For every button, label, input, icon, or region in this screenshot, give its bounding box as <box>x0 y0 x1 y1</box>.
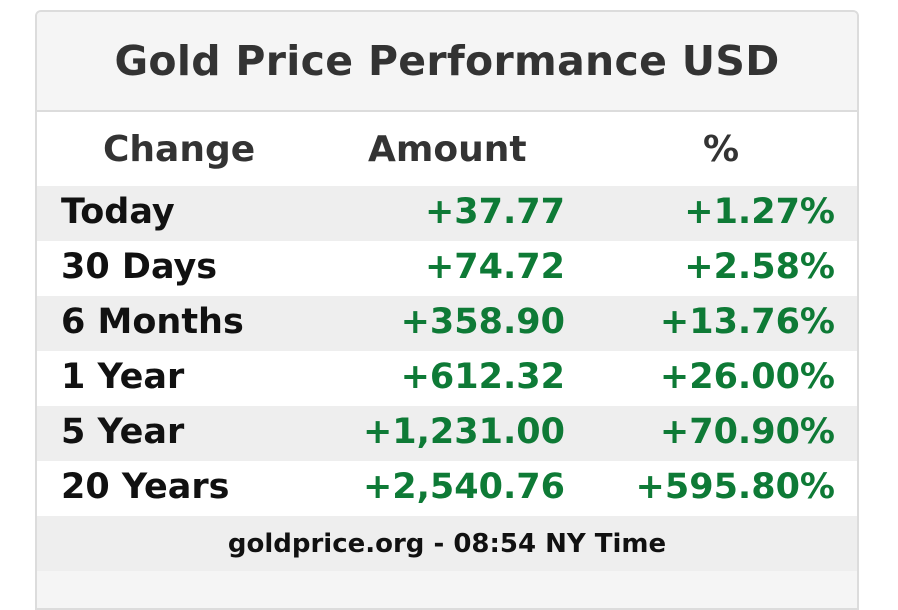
amount-value: +74.72 <box>424 247 565 287</box>
table-row: 30 Days +74.72 +2.58% <box>37 241 857 296</box>
widget-footer: goldprice.org - 08:54 NY Time <box>37 516 857 571</box>
amount-value: +1,231.00 <box>362 412 565 452</box>
percent-value: +2.58% <box>684 247 835 287</box>
period-label: 1 Year <box>61 357 185 397</box>
percent-value: +1.27% <box>684 192 835 232</box>
percent-value: +70.90% <box>659 412 835 452</box>
column-header-percent: % <box>703 129 740 170</box>
percent-value: +13.76% <box>659 302 835 342</box>
gold-performance-widget: Gold Price Performance USD Change Amount… <box>35 10 859 610</box>
period-label: 30 Days <box>61 247 218 287</box>
table-row: 6 Months +358.90 +13.76% <box>37 296 857 351</box>
column-header-row: Change Amount % <box>37 112 857 186</box>
column-header-amount: Amount <box>368 129 527 170</box>
table-row: 5 Year +1,231.00 +70.90% <box>37 406 857 461</box>
table-row: 1 Year +612.32 +26.00% <box>37 351 857 406</box>
widget-header: Gold Price Performance USD <box>37 12 857 112</box>
column-header-change: Change <box>103 129 256 170</box>
source-timestamp-link[interactable]: goldprice.org - 08:54 NY Time <box>227 528 667 559</box>
amount-value: +612.32 <box>400 357 565 397</box>
period-label: 6 Months <box>61 302 244 342</box>
percent-value: +26.00% <box>659 357 835 397</box>
amount-value: +358.90 <box>400 302 565 342</box>
percent-value: +595.80% <box>635 467 835 507</box>
amount-value: +37.77 <box>424 192 565 232</box>
widget-bottom-area <box>37 571 857 608</box>
widget-title: Gold Price Performance USD <box>114 37 780 85</box>
amount-value: +2,540.76 <box>362 467 565 507</box>
period-label: 20 Years <box>61 467 230 507</box>
period-label: 5 Year <box>61 412 185 452</box>
table-row: Today +37.77 +1.27% <box>37 186 857 241</box>
table-row: 20 Years +2,540.76 +595.80% <box>37 461 857 516</box>
period-label: Today <box>61 192 175 232</box>
